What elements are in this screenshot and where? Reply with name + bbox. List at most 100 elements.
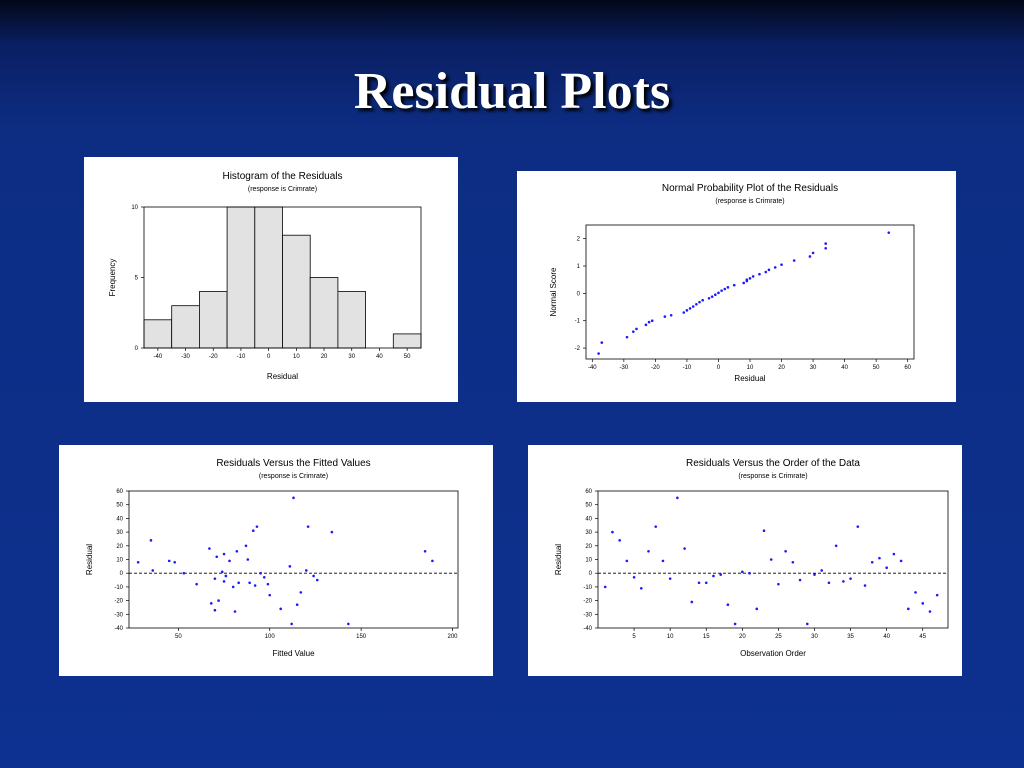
data-point (792, 259, 796, 262)
data-point (751, 275, 755, 278)
chart-title: Histogram of the Residuals (222, 171, 342, 182)
y-tick-label: 0 (577, 291, 581, 297)
data-point (306, 525, 310, 528)
x-tick-label: 60 (904, 365, 911, 371)
data-point (811, 251, 815, 255)
data-point (813, 573, 816, 576)
x-tick-label: 40 (841, 365, 848, 371)
data-point (767, 268, 771, 272)
y-tick-label: 20 (585, 544, 592, 550)
x-tick-label: -20 (209, 354, 218, 360)
data-point (690, 600, 694, 604)
data-point (697, 581, 701, 585)
data-point (726, 603, 730, 607)
x-tick-label: 15 (703, 634, 710, 640)
y-tick-label: -20 (583, 599, 592, 605)
y-tick-label: 0 (589, 571, 593, 577)
data-point (315, 578, 319, 582)
data-point (603, 585, 607, 589)
chart-subtitle: (response is Crimrate) (715, 198, 784, 205)
y-tick-label: -20 (114, 599, 123, 605)
data-point (253, 584, 257, 587)
data-point (935, 593, 939, 597)
data-point (647, 320, 651, 324)
data-point (136, 560, 140, 564)
plot-frame (597, 490, 949, 629)
data-point (228, 559, 231, 563)
x-tick-label: -30 (620, 365, 629, 371)
data-point (764, 270, 768, 274)
residuals-vs-order-panel: Residuals Versus the Order of the Data (r… (528, 445, 962, 676)
x-tick-label: 100 (265, 634, 276, 640)
data-point (423, 549, 427, 553)
data-point (431, 559, 434, 563)
histogram-bar (143, 319, 173, 349)
chart-subtitle: (response is Crimrate) (259, 473, 328, 480)
data-point (222, 580, 226, 583)
data-point (707, 296, 711, 300)
data-point (195, 582, 198, 586)
y-tick-label: 10 (131, 205, 138, 211)
data-point (597, 352, 600, 355)
chart-title: Normal Probability Plot of the Residuals (662, 183, 838, 194)
y-tick-label: 30 (116, 530, 123, 536)
normal-probability-panel: Normal Probability Plot of the Residuals… (517, 171, 956, 402)
data-point (167, 559, 171, 563)
y-tick-label: 5 (135, 276, 139, 282)
x-tick-label: 10 (667, 634, 674, 640)
data-point (808, 255, 812, 258)
x-tick-label: 10 (293, 354, 300, 360)
data-point (635, 327, 638, 331)
data-point (780, 263, 783, 266)
histogram-bar (171, 305, 200, 349)
data-point (878, 556, 881, 560)
data-point (644, 323, 648, 327)
data-point (295, 603, 299, 607)
data-point (647, 549, 650, 553)
data-point (769, 558, 773, 561)
data-point (824, 242, 827, 245)
chart-subtitle: (response is Crimrate) (738, 473, 807, 480)
data-point (685, 309, 689, 312)
data-point (288, 565, 292, 568)
y-tick-label: 0 (135, 346, 139, 352)
data-point (748, 277, 752, 280)
x-tick-label: 30 (810, 365, 817, 371)
data-point (824, 246, 827, 250)
data-point (791, 560, 795, 564)
data-point (248, 581, 251, 585)
y-tick-label: 1 (577, 264, 581, 270)
y-tick-label: 50 (116, 503, 123, 509)
data-point (266, 582, 270, 586)
x-tick-label: 20 (778, 365, 785, 371)
data-point (246, 558, 250, 561)
data-point (220, 570, 224, 574)
x-axis-label: Residual (734, 374, 765, 383)
data-point (682, 311, 686, 314)
data-point (921, 602, 925, 605)
data-point (209, 602, 213, 605)
histogram-panel: Histogram of the Residuals (response is C… (84, 157, 458, 402)
histogram-bar (309, 277, 339, 349)
data-point (701, 298, 704, 302)
chart-title: Residuals Versus the Order of the Data (686, 458, 860, 469)
y-tick-label: 0 (120, 571, 124, 577)
data-point (827, 581, 831, 585)
x-tick-label: 200 (448, 634, 459, 640)
histogram-bar (199, 291, 228, 349)
data-point (669, 313, 673, 317)
histogram-bar (337, 291, 366, 349)
chart-subtitle: (response is Crimrate) (248, 186, 317, 193)
y-axis-label: Residual (554, 544, 563, 575)
data-point (292, 496, 295, 500)
data-point (741, 570, 744, 574)
data-point (842, 580, 845, 583)
data-point (244, 544, 248, 548)
data-point (151, 569, 155, 572)
y-axis-label: Residual (85, 544, 94, 575)
data-point (798, 578, 802, 582)
y-tick-label: 2 (577, 237, 581, 243)
data-point (719, 573, 722, 576)
data-point (755, 607, 759, 611)
x-tick-label: 50 (175, 634, 182, 640)
